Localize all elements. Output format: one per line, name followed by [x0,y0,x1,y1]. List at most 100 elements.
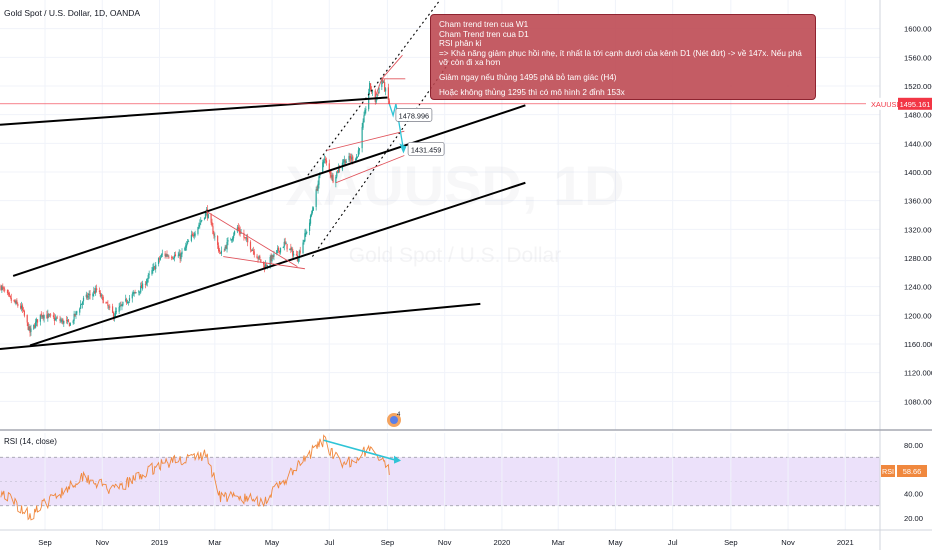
candle-body [272,255,274,258]
price-axis-tick: 1360.000 [904,197,932,206]
candle-body [363,115,365,123]
candle-body [172,258,175,260]
candle-body [204,211,207,219]
candle-body [207,214,209,219]
symbol-title[interactable]: Gold Spot / U.S. Dollar, 1D, OANDA [4,8,140,18]
trend-line [29,181,526,347]
candle-body [95,288,97,293]
candle-body [381,79,383,87]
candle-body [355,156,358,161]
candle-body [107,303,109,307]
candle-body [126,299,128,303]
candle-body [132,292,134,294]
candle-body [212,226,214,234]
candle-body [30,328,32,332]
candle-body [388,100,390,105]
candle-body [98,290,101,293]
candle-body [377,93,379,95]
candle-body [67,319,70,322]
rsi-tag-name-bg [881,464,895,477]
candle-body [371,90,374,93]
analysis-note[interactable]: Cham trend tren cua W1 Cham Trend tren c… [430,14,816,100]
candle-body [27,322,29,330]
candle-body [258,256,260,259]
candle-body [310,213,313,217]
candle-body [324,158,326,160]
candle-body [49,314,51,316]
flag-upper-line [326,130,405,151]
candle-body [328,163,330,170]
event-icon[interactable]: 4 [387,412,401,427]
candle-body [7,292,10,295]
candle-body [336,171,338,177]
candle-body [213,234,215,236]
candle-body [203,217,206,220]
rsi-legend[interactable]: RSI (14, close) [4,437,57,446]
time-axis-tick: Jul [324,538,334,547]
price-axis-tick: 1560.000 [904,53,932,62]
candle-body [305,232,307,235]
rsi-title[interactable]: RSI (14, close) [4,437,57,446]
candle-body [186,244,188,247]
rsi-tag [897,464,927,477]
candle-body [9,295,11,298]
trend-line [0,302,481,351]
note-line: Giảm ngay nếu thủng 1495 phá bỏ tam giác… [439,72,617,82]
candle-body [35,321,37,328]
price-axis-tick: 1120.000 [904,369,932,378]
candle-body [293,253,295,256]
candle-body [257,257,259,259]
candle-body [125,298,127,302]
candle-body [348,156,350,161]
candle-body [283,241,285,247]
candle-body [265,265,268,267]
price-axis-tick: 1240.000 [904,283,932,292]
candle-body [351,156,353,159]
time-axis-tick: 2020 [493,538,510,547]
candle-body [63,320,65,324]
rsi-axis-tick: 80.00 [904,441,923,450]
candle-body [297,258,299,262]
candle-body [3,288,5,289]
candle-body [187,241,190,243]
candle-body [289,248,291,251]
candle-body [33,324,35,329]
note-line: Cham trend tren cua W1 [439,20,529,29]
candle-body [80,304,82,309]
candle-body [198,224,200,227]
rsi-series [0,434,402,521]
candle-body [349,156,351,159]
candle-body [335,176,337,183]
candle-body [343,159,345,163]
candle-body [197,227,199,234]
rsi-axis-tick: 20.00 [904,514,923,523]
candle-body [356,156,359,158]
candle-body [47,313,49,318]
candle-body [217,245,220,251]
candle-body [52,315,55,318]
candle-body [112,312,115,319]
candle-body [36,319,39,323]
candle-body [122,301,124,306]
candle-body [155,264,157,269]
candle-body [365,109,367,111]
candle-body [323,160,325,164]
note-line: => Khả năng giảm phục hồi nhẹ, ít nhất l… [439,48,802,68]
candle-body [141,285,143,289]
time-axis-tick: May [608,538,623,547]
candle-body [218,249,221,252]
candle-body [68,322,71,327]
candle-body [318,176,320,185]
candle-body [338,167,340,173]
candle-body [35,319,38,323]
candle-body [220,250,223,254]
time-axis-tick: Jul [668,538,678,547]
candle-body [21,305,24,311]
candle-body [240,232,242,234]
rsi-tag-name: RSI [882,467,894,476]
candle-body [306,232,308,233]
candle-body [114,311,116,317]
trend-line [12,104,526,277]
candle-body [295,254,298,256]
